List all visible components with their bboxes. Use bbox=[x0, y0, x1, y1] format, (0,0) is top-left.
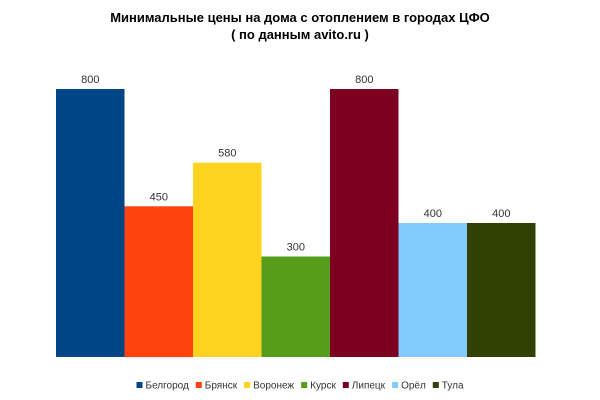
bar-category-4 bbox=[261, 256, 330, 357]
legend-label: Тула bbox=[442, 381, 464, 392]
legend-swatch bbox=[432, 382, 439, 388]
data-label-category-3: 580 bbox=[218, 148, 236, 160]
bar-category-1 bbox=[56, 89, 125, 357]
legend-swatch bbox=[136, 382, 143, 388]
legend-item-category-7: Тула bbox=[432, 381, 464, 392]
legend-label: Воронеж bbox=[253, 381, 294, 392]
data-label-category-7: 400 bbox=[492, 208, 510, 220]
data-label-category-2: 450 bbox=[150, 191, 168, 203]
legend-swatch bbox=[392, 382, 399, 388]
legend-item-category-6: Орёл bbox=[392, 381, 426, 392]
chart-subtitle: ( по данным avito.ru ) bbox=[231, 27, 369, 42]
bar-category-6 bbox=[398, 223, 467, 357]
legend-swatch bbox=[342, 382, 349, 388]
bar-category-5 bbox=[330, 89, 399, 357]
legend-item-category-3: Воронеж bbox=[244, 381, 294, 392]
legend-item-category-4: Курск bbox=[301, 381, 336, 392]
legend-item-category-5: Липецк bbox=[342, 381, 386, 392]
legend-label: Курск bbox=[310, 381, 336, 392]
legend-label: Липецк bbox=[352, 381, 386, 392]
legend-label: Брянск bbox=[205, 381, 238, 392]
legend-swatch bbox=[301, 382, 308, 388]
data-label-category-6: 400 bbox=[424, 208, 442, 220]
bar-category-7 bbox=[467, 223, 536, 357]
legend-swatch bbox=[244, 382, 251, 388]
legend: Белгород Брянск Воронеж Курск Липецк Орёл Тула bbox=[136, 381, 464, 392]
bars-layer bbox=[56, 89, 536, 358]
data-label-category-1: 800 bbox=[81, 74, 99, 86]
legend-label: Орёл bbox=[401, 381, 426, 392]
chart-title: Минимальные цены на дома с отоплением в … bbox=[110, 10, 490, 25]
legend-label: Белгород bbox=[146, 381, 190, 392]
legend-swatch bbox=[195, 382, 202, 388]
bar-category-3 bbox=[193, 162, 262, 357]
bar-category-2 bbox=[124, 206, 193, 358]
legend-item-category-1: Белгород bbox=[136, 381, 190, 392]
data-label-category-5: 800 bbox=[355, 74, 373, 86]
legend-item-category-2: Брянск bbox=[195, 381, 238, 392]
data-labels-layer: 800 450 580 300 800 400 400 bbox=[81, 74, 510, 254]
data-label-category-4: 300 bbox=[287, 242, 305, 254]
